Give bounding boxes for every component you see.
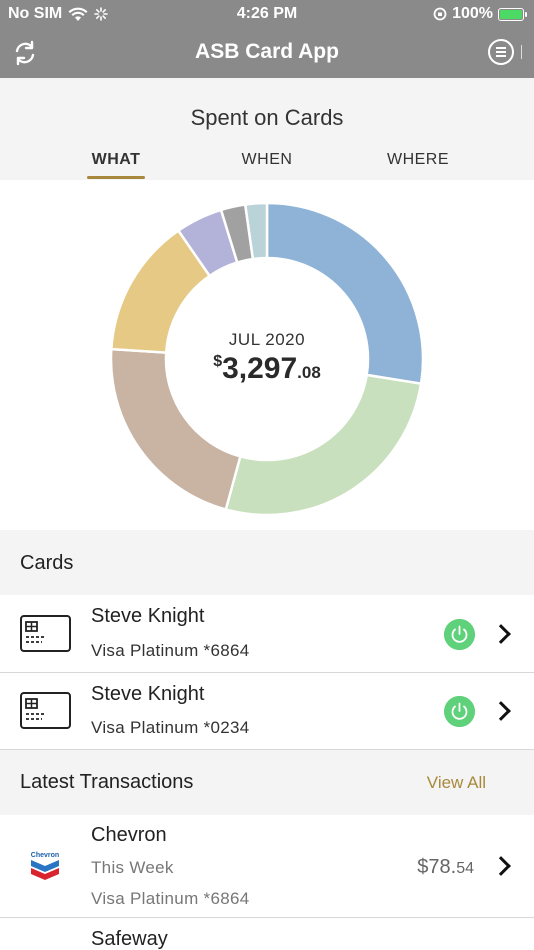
status-left: No SIM [8,5,109,23]
card-holder-name: Steve Knight [91,605,205,627]
card-number: Visa Platinum *0234 [91,718,250,737]
carrier-label: No SIM [8,5,63,22]
tab-when[interactable]: WHEN [241,151,293,168]
battery-percent: 100% [452,5,493,22]
wifi-icon [68,7,88,21]
status-time: 4:26 PM [236,5,298,22]
donut-center: JUL 2020 $3,297.08 [0,330,534,386]
status-right: 100% [433,5,527,23]
chart-period: JUL 2020 [228,330,306,349]
card-holder-name: Steve Knight [91,683,205,705]
tab-active-indicator [87,176,145,179]
tab-where[interactable]: WHERE [386,151,450,168]
chevron-right-icon[interactable] [491,856,511,876]
transactions-header: Latest Transactions View All [0,750,534,815]
app-title: ASB Card App [195,40,339,63]
transaction-card: Visa Platinum *6864 [91,889,250,908]
transaction-date: This Week [91,858,174,877]
donut-segment-7[interactable] [243,201,269,261]
transactions-title: Latest Transactions [20,771,194,793]
nav-bar: ASB Card App [0,28,534,78]
transaction-row[interactable]: Chevron Chevron This Week Visa Platinum … [0,815,534,918]
menu-button[interactable] [488,39,514,65]
power-toggle-icon[interactable] [444,696,475,727]
power-toggle-icon[interactable] [444,619,475,650]
donut-segment-2[interactable] [224,373,423,517]
transaction-amount: $78.54 [417,856,474,878]
card-row[interactable]: Steve Knight Visa Platinum *6864 [0,595,534,673]
chart-total: $3,297.08 [213,352,321,385]
orientation-lock-icon [433,7,447,21]
credit-card-icon [20,692,71,729]
cards-title: Cards [20,552,74,574]
status-bar: No SIM 4:26 PM 100% [0,0,534,28]
credit-card-icon [20,615,71,652]
refresh-icon[interactable] [10,38,40,68]
svg-text:Chevron: Chevron [31,852,59,859]
view-all-link[interactable]: View All [426,773,486,792]
chevron-right-icon[interactable] [491,624,511,644]
donut-segment-1[interactable] [265,201,425,386]
card-number: Visa Platinum *6864 [91,641,250,660]
donut-chart[interactable] [0,180,534,530]
transaction-row[interactable]: Safeway [0,918,534,950]
merchant-name: Safeway [91,928,168,950]
merchant-name: Chevron [91,824,167,846]
card-row[interactable]: Steve Knight Visa Platinum *0234 [0,673,534,750]
chevron-right-icon[interactable] [491,701,511,721]
cards-header: Cards [0,530,534,595]
menu-separator [521,45,522,59]
battery-icon [498,7,527,21]
spent-title: Spent on Cards [190,105,344,130]
loading-spinner-icon [94,7,109,21]
spending-chart: JUL 2020 $3,297.08 [0,180,534,530]
chevron-logo-icon: Chevron [31,852,59,880]
tab-what[interactable]: WHAT [87,151,145,179]
spent-header: Spent on Cards WHAT WHEN WHERE [0,78,534,180]
